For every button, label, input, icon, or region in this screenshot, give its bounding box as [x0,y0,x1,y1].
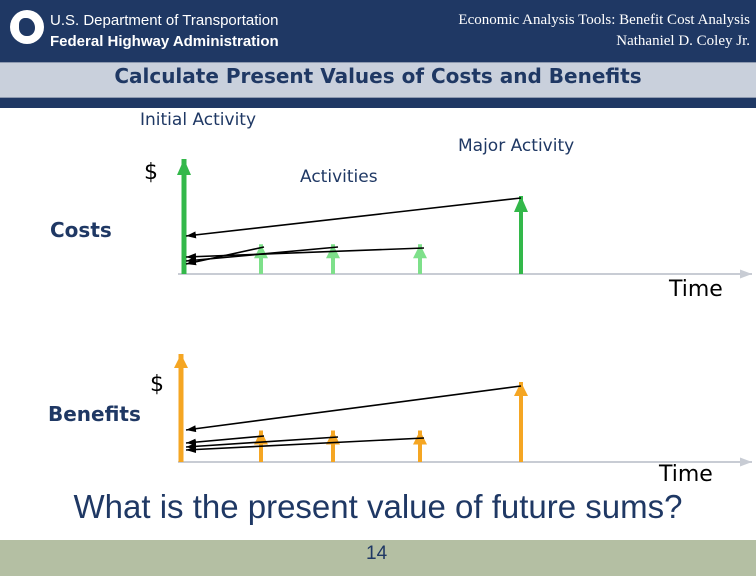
benefit-discount-arrow-4 [185,435,265,446]
cost-discount-arrow-1 [185,197,522,239]
label-major-activity: Major Activity [458,136,575,156]
label-activities: Activities [300,167,378,187]
deck-author: Nathaniel D. Coley Jr. [616,33,750,49]
question-text: What is the present value of future sums… [73,488,683,525]
deck-meta: Economic Analysis Tools: Benefit Cost An… [458,10,750,52]
deck-title: Economic Analysis Tools: Benefit Cost An… [458,12,750,28]
agency-line2: Federal Highway Administration [50,33,279,50]
page-number: 14 [366,543,388,564]
label-costs: Costs [50,218,112,242]
cost-discount-arrow-4 [185,246,265,266]
label-time-benefits: Time [659,462,713,487]
agency-line1: U.S. Department of Transportation [50,12,279,29]
agency-name: U.S. Department of Transportation Federa… [50,10,279,52]
label-benefits: Benefits [48,402,141,426]
label-currency-benefits: $ [150,372,164,397]
label-initial-activity: Initial Activity [140,110,257,130]
footer-bar [0,540,756,576]
cash-flow-diagram [174,159,752,467]
dot-logo-icon [10,10,44,44]
label-currency-costs: $ [144,160,158,185]
title-band [0,62,756,98]
benefit-discount-arrow-3 [185,436,339,450]
slide-title: Calculate Present Values of Costs and Be… [114,64,642,88]
benefit-discount-arrow-1 [185,385,522,433]
benefit-discount-arrow-2 [185,437,425,453]
label-time-costs: Time [669,277,723,302]
